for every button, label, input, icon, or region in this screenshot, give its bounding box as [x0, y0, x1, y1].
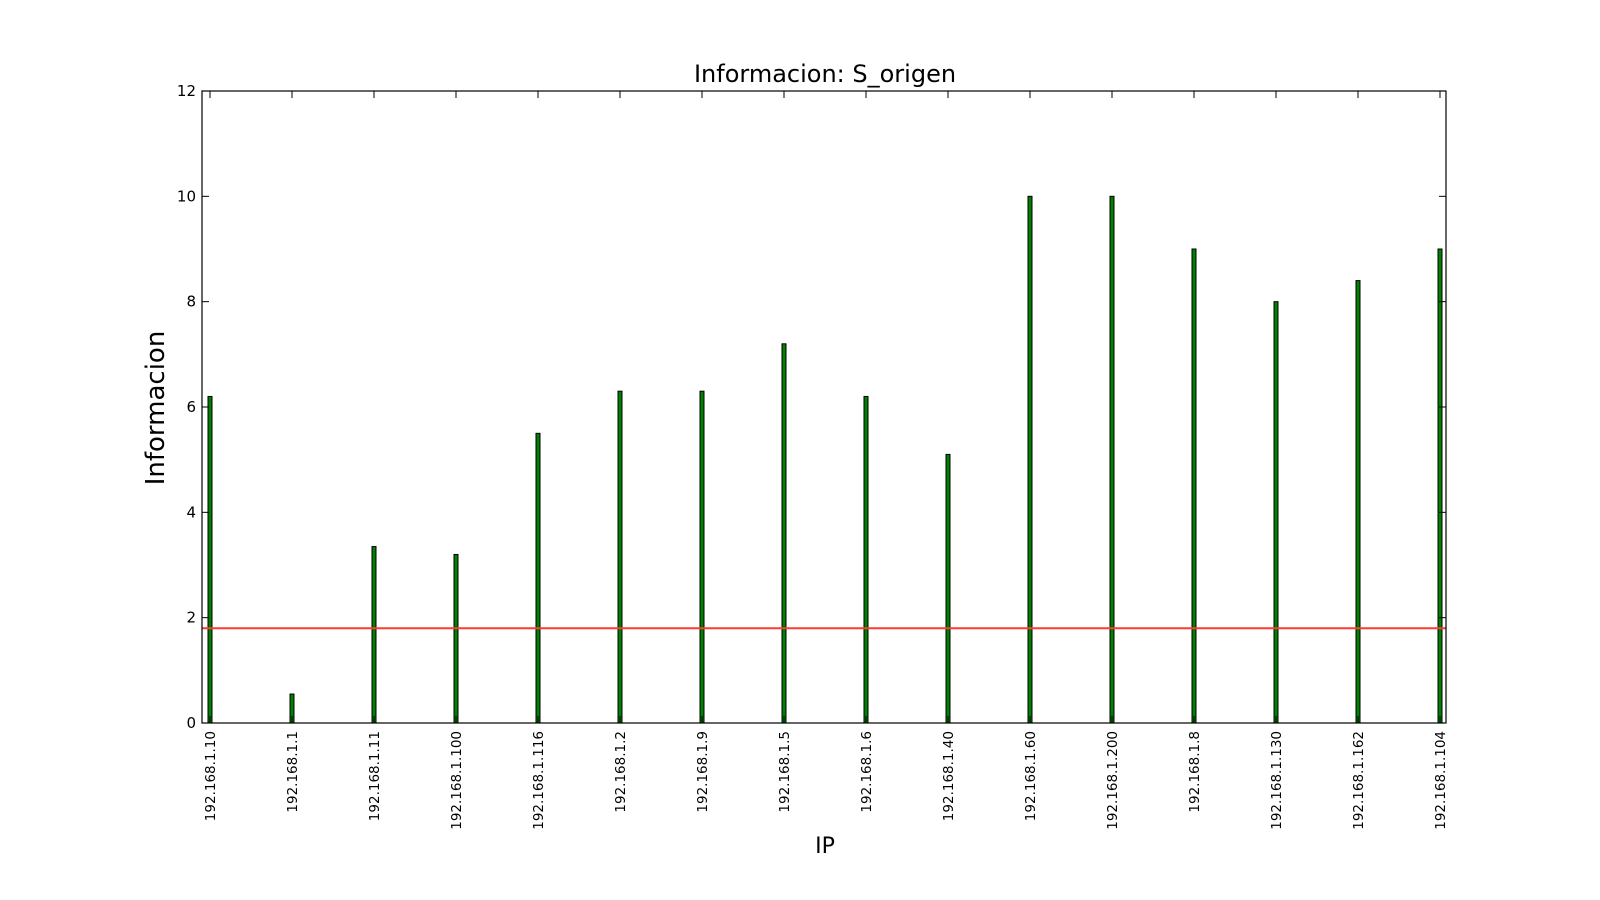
x-tick-label: 192.168.1.100	[449, 731, 465, 830]
y-tick-label: 12	[177, 82, 196, 100]
bar-192.168.1.40	[945, 453, 951, 724]
y-tick-label: 10	[177, 187, 196, 205]
x-tick-label: 192.168.1.116	[531, 731, 547, 830]
x-tick-label: 192.168.1.5	[777, 731, 793, 813]
y-tick-label: 0	[186, 714, 196, 732]
x-tick-label: 192.168.1.162	[1351, 731, 1367, 830]
bar-192.168.1.2	[617, 390, 623, 724]
x-tick-label: 192.168.1.1	[285, 731, 301, 813]
bar-192.168.1.9	[699, 390, 705, 724]
x-tick-label: 192.168.1.9	[695, 731, 711, 813]
x-tick-label: 192.168.1.104	[1433, 731, 1449, 830]
bar-192.168.1.5	[781, 343, 787, 724]
x-tick-label: 192.168.1.6	[859, 731, 875, 813]
y-axis-label: Informacion	[141, 331, 171, 486]
x-tick-label: 192.168.1.11	[367, 731, 383, 821]
y-tick-label: 6	[186, 398, 196, 416]
bar-192.168.1.116	[535, 432, 541, 724]
bar-192.168.1.10	[207, 395, 213, 724]
chart-title: Informacion: S_origen	[694, 60, 956, 88]
x-tick-label: 192.168.1.130	[1269, 731, 1285, 830]
x-tick-label: 192.168.1.2	[613, 731, 629, 813]
x-tick-label: 192.168.1.10	[203, 731, 219, 821]
bar-192.168.1.11	[371, 546, 377, 724]
bar-192.168.1.130	[1273, 301, 1279, 724]
y-tick-label: 8	[186, 293, 196, 311]
plot-area: 0 2 4 6 8 10 12 192.168.1.10 192.168.1.1 192.168.…	[177, 82, 1449, 830]
x-tick-label: 192.168.1.200	[1105, 731, 1121, 830]
y-tick-label: 4	[186, 503, 196, 521]
bar-192.168.1.6	[863, 395, 869, 724]
x-tick-label: 192.168.1.8	[1187, 731, 1203, 813]
bar-192.168.1.162	[1355, 280, 1361, 724]
y-tick-label: 2	[186, 609, 196, 627]
bar-192.168.1.100	[453, 553, 459, 724]
x-tick-label: 192.168.1.60	[1023, 731, 1039, 821]
bar-192.168.1.60	[1027, 195, 1033, 724]
x-axis-label: IP	[815, 834, 835, 859]
bar-192.168.1.8	[1191, 248, 1197, 724]
bar-192.168.1.104	[1437, 248, 1443, 724]
x-tick-label: 192.168.1.40	[941, 731, 957, 821]
bar-192.168.1.200	[1109, 195, 1115, 724]
